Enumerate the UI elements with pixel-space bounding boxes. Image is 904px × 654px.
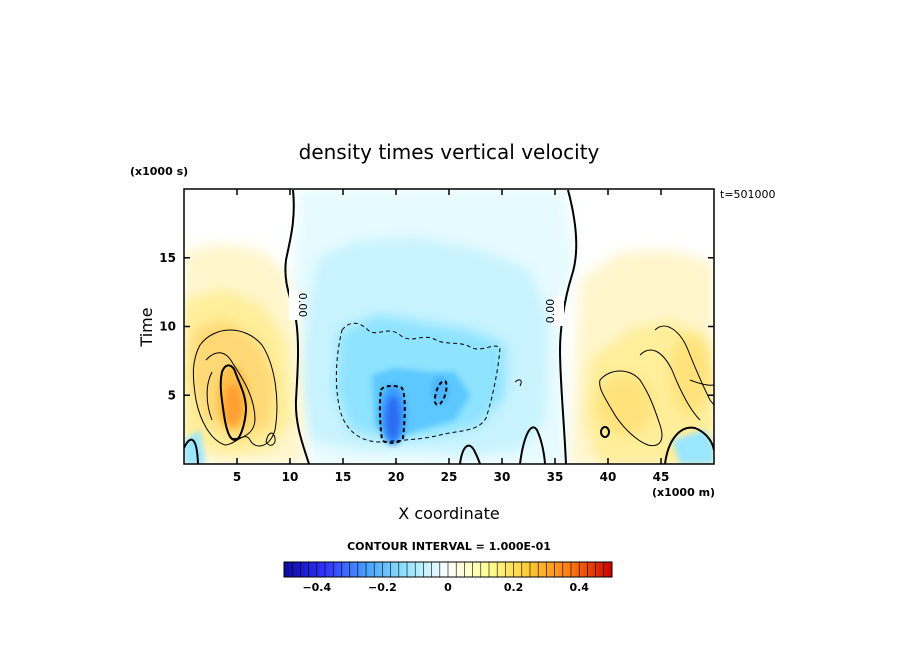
pos-contour-0.2-left [219,364,248,442]
y-tick-label: 5 [168,388,176,402]
colorbar-tick-label: −0.4 [302,581,331,594]
colorbar-tick-label: −0.2 [368,581,397,594]
x-tick-label: 25 [441,470,458,484]
neg-contour-0.2-core [378,384,406,444]
x-axis-label: X coordinate [398,504,499,523]
right-positive-secondary [670,335,710,415]
x-tick-label: 45 [653,470,670,484]
neg-contour-outer [335,322,501,443]
neg-contour-0.2-secondary [433,380,448,406]
pos-contour-small [265,432,276,446]
colorbar-tick-label: 0.2 [504,581,524,594]
bottom-right-blue-patch [672,430,714,464]
contour-label-bg-right [552,296,564,326]
x-tick-label: 40 [600,470,617,484]
zero-contour-bottom-mid [459,444,481,464]
x-tick-label: 20 [388,470,405,484]
pos-contour-right-2 [654,325,714,406]
pos-contour-right-5 [514,379,522,387]
x-tick-label: 15 [335,470,352,484]
pos-contour-right-outer [599,370,663,447]
central-negative-core [386,396,400,440]
y-tick-label: 10 [159,320,176,334]
y-unit-label: (x1000 s) [130,165,188,178]
colorbar-frame [283,561,613,578]
x-tick-label: 10 [282,470,299,484]
bottom-left-blue-patch [184,430,205,464]
pos-contour-left-2 [205,352,256,439]
contour-label-bg-left [289,290,301,320]
x-tick-label: 30 [494,470,511,484]
pos-contour-left-outer [192,329,278,447]
pos-contour-right-3 [639,349,701,421]
zero-contour-bottom-mid2 [519,426,546,464]
chart-title: density times vertical velocity [299,140,600,164]
x-tick-label: 5 [233,470,241,484]
zero-contour-loop [600,426,610,438]
plot-area: 0.00 0.00 [184,189,714,464]
colorbar-tick-label: 0 [444,581,452,594]
pos-contour-right-4 [689,379,714,386]
shaded-field [184,190,714,464]
right-positive-core [597,375,653,435]
x-axis: 5 10 15 20 25 30 35 40 45 [233,189,670,484]
zero-contour-left [284,189,310,464]
y-axis-label: Time [137,307,156,347]
x-tick-label: 35 [547,470,564,484]
colorbar-tick-label: 0.4 [569,581,589,594]
y-axis: 5 10 15 [159,251,714,402]
contour-label-right: 0.00 [544,299,557,324]
time-stamp: t=501000 [720,188,776,201]
colorbar: −0.4 −0.2 0 0.2 0.4 [283,561,613,594]
zero-contour-bottom-right [664,426,714,464]
zero-contour-bottom-left [184,438,199,464]
contour-lines [184,189,714,464]
pos-contour-left-3 [206,371,213,421]
left-positive-core [224,385,242,425]
contour-interval-text: CONTOUR INTERVAL = 1.000E-01 [347,540,551,553]
contour-labels: 0.00 0.00 [289,290,564,326]
y-tick-label: 15 [159,251,176,265]
contour-label-left: 0.00 [296,293,309,318]
x-unit-label: (x1000 m) [652,486,715,499]
